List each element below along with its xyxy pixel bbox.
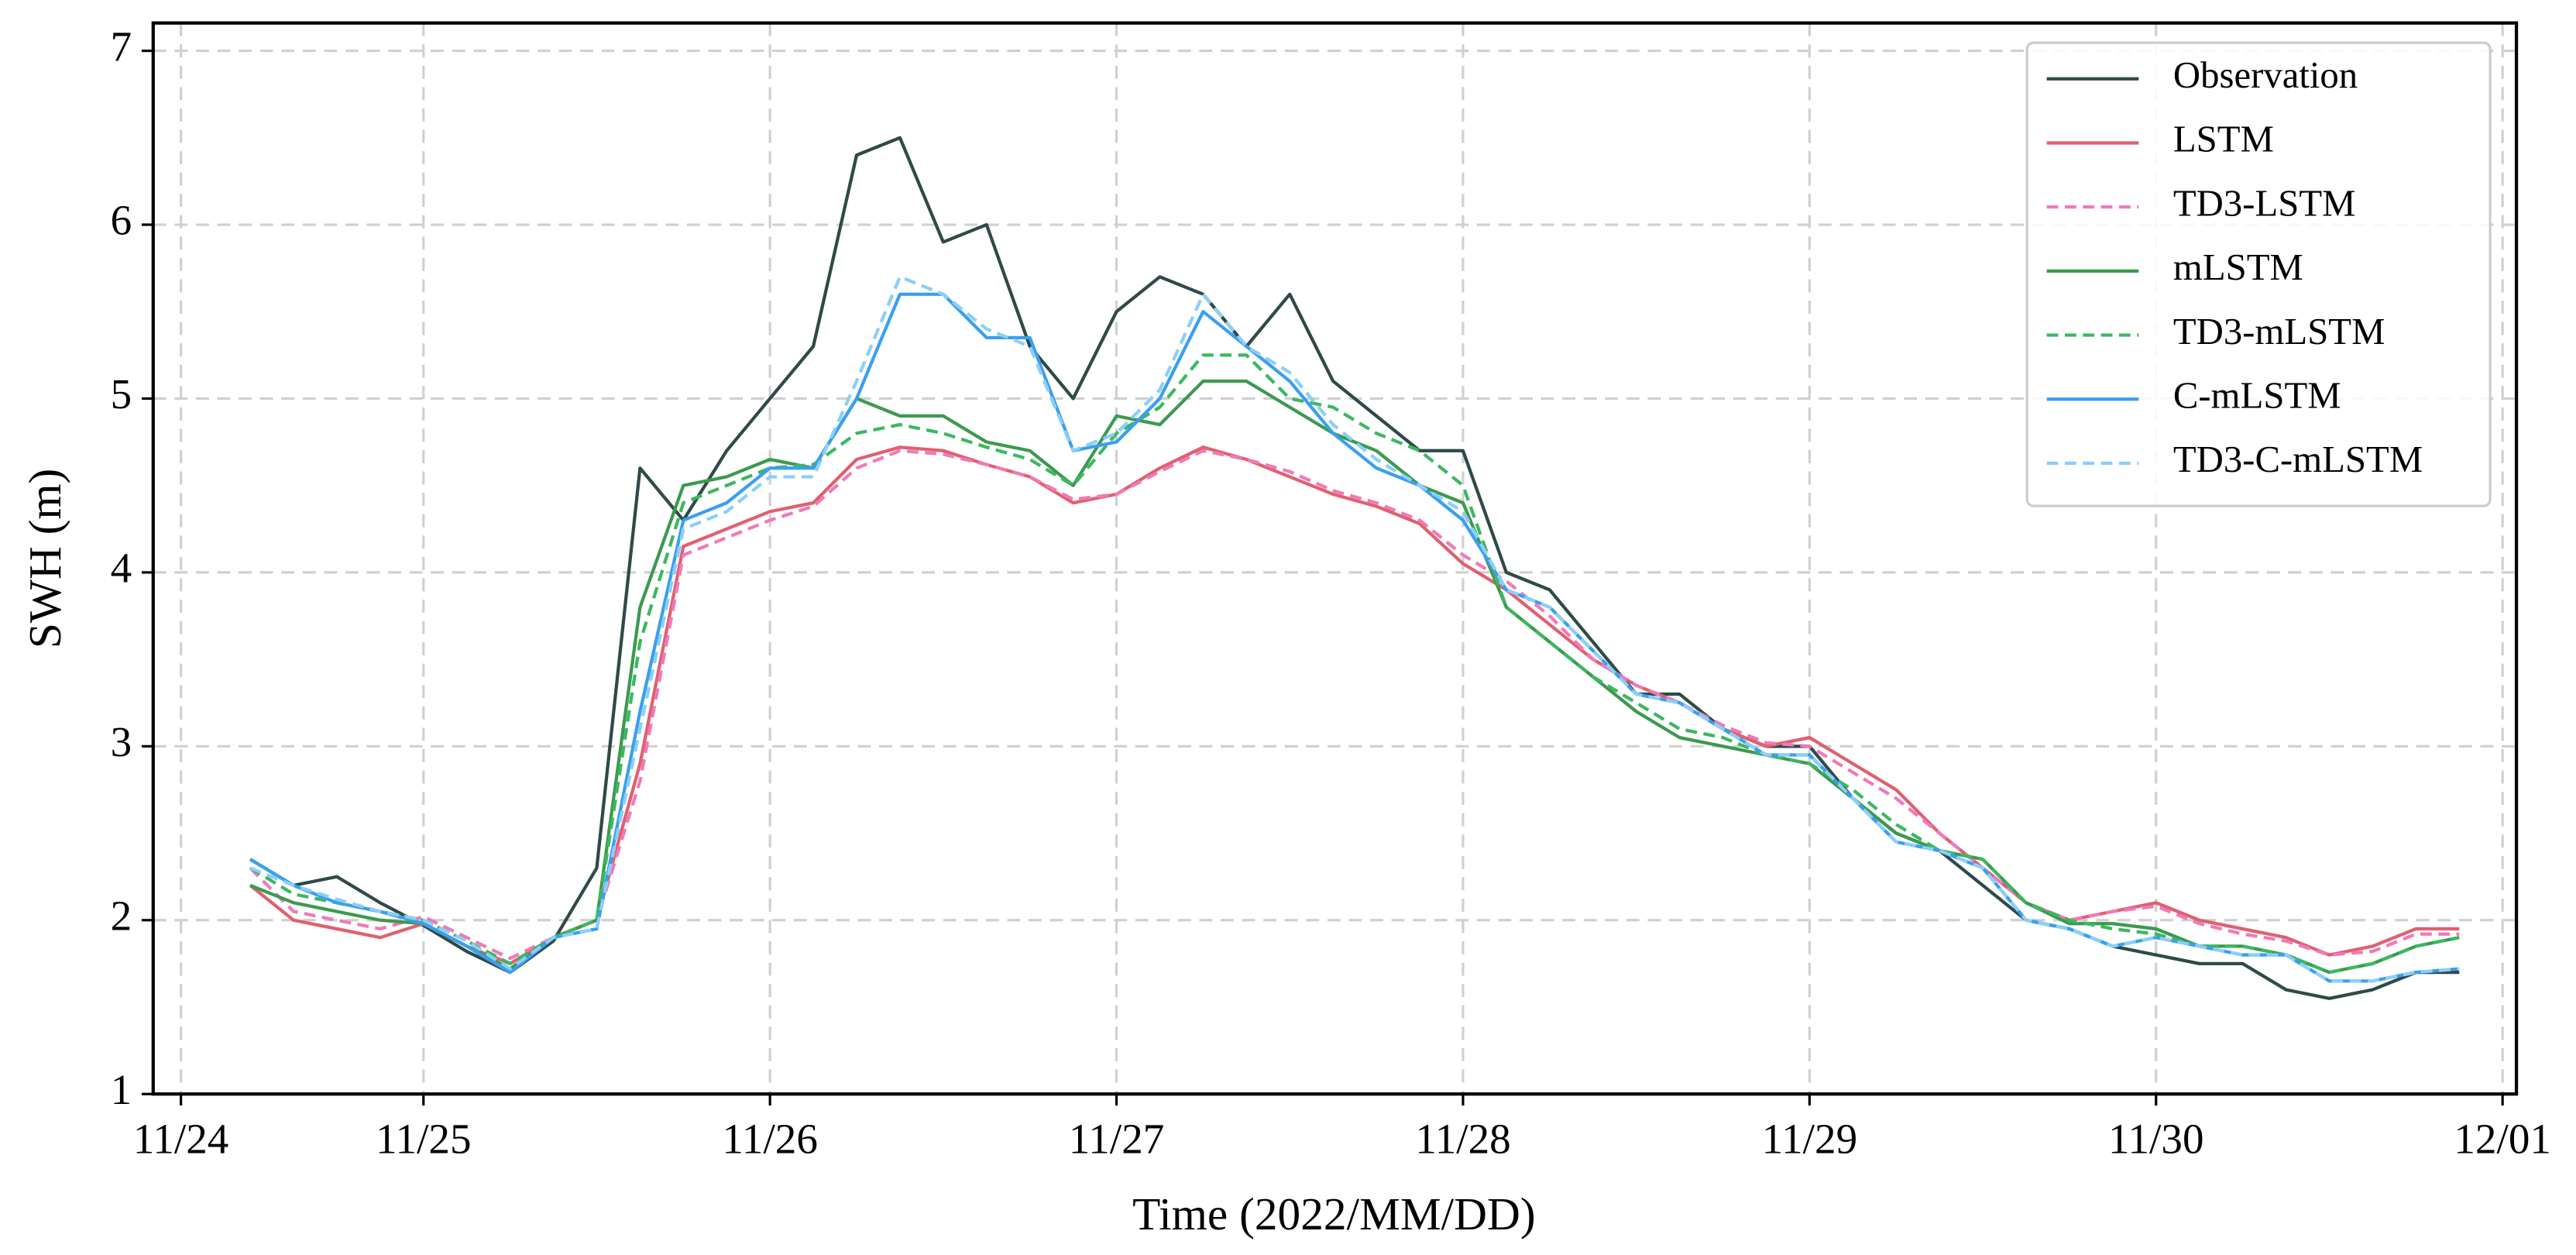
x-tick-label: 11/30	[2108, 1115, 2204, 1162]
legend-label: TD3-C-mLSTM	[2173, 438, 2423, 480]
y-tick-label: 7	[111, 22, 132, 70]
x-tick-label: 11/28	[1415, 1115, 1511, 1162]
legend-label: TD3-mLSTM	[2173, 311, 2385, 352]
legend-box	[2025, 41, 2492, 507]
legend-label: C-mLSTM	[2173, 374, 2341, 416]
legend-label: mLSTM	[2173, 246, 2303, 288]
x-tick-label: 11/27	[1069, 1115, 1165, 1162]
legend: Observation LSTM TD3-LSTM mLSTM TD3-mLSTM C-m…	[2025, 41, 2492, 507]
series-line	[249, 445, 2460, 966]
y-tick-label: 6	[111, 197, 132, 244]
series-line	[249, 275, 2460, 983]
y-axis-label: SWH (m)	[19, 469, 70, 648]
legend-label: TD3-LSTM	[2173, 182, 2356, 224]
x-tick-label: 11/25	[376, 1115, 472, 1162]
legend-label: LSTM	[2173, 119, 2274, 160]
legend-label: Observation	[2173, 54, 2358, 96]
y-tick-label: 3	[111, 718, 132, 765]
y-tick-label: 4	[111, 545, 132, 592]
y-tick-label: 5	[111, 370, 132, 418]
x-tick-label: 11/24	[133, 1115, 229, 1162]
x-tick-label: 11/26	[722, 1115, 818, 1162]
x-tick-label: 11/29	[1762, 1115, 1858, 1162]
series-line	[249, 449, 2460, 961]
x-tick-label: 12/01	[2454, 1115, 2551, 1162]
y-tick-label: 2	[111, 892, 132, 939]
y-tick-label: 1	[111, 1066, 132, 1113]
plot-frame	[151, 21, 2519, 1096]
series-line	[249, 353, 2460, 975]
x-axis-label: Time (2022/MM/DD)	[1132, 1188, 1536, 1240]
